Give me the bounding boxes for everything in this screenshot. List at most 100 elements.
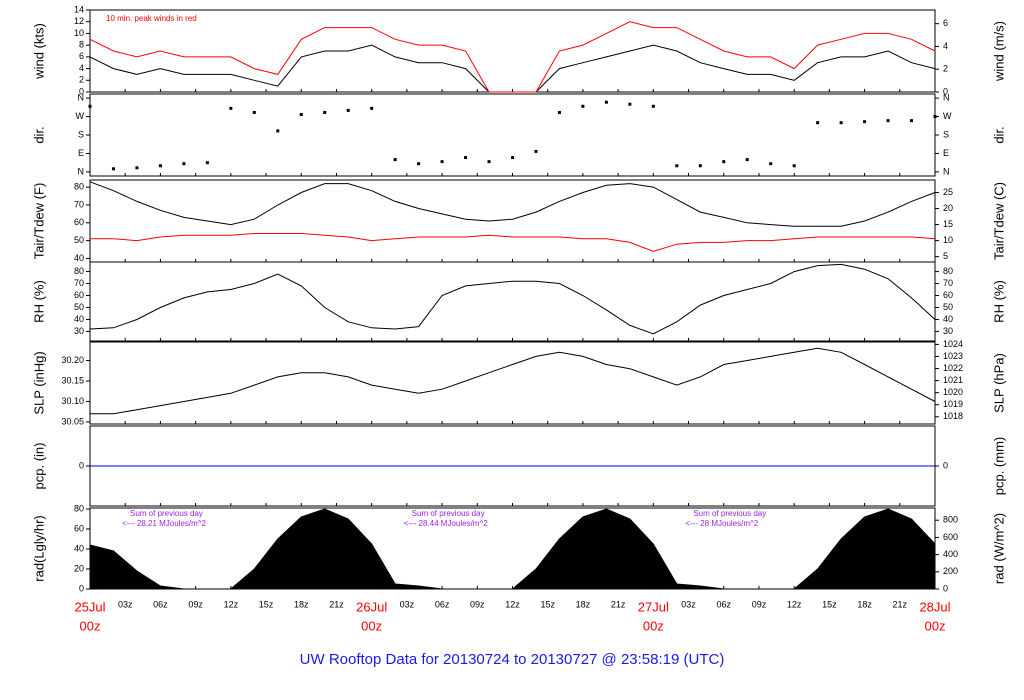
y2-tick-label: N [943,166,950,176]
footer-title: UW Rooftop Data for 20130724 to 20130727… [300,651,725,668]
y-tick-label: 40 [74,314,84,324]
direction-point [511,156,514,160]
y-tick-label: 30 [74,326,84,336]
y-tick-label: 0 [79,460,84,470]
y-tick-label: 14 [74,4,84,14]
y-tick-label: 80 [74,182,84,192]
series-area [89,508,936,590]
direction-point [604,100,608,104]
y-tick-label: 30.10 [61,396,84,406]
x-tick-label: 15z [540,599,555,609]
y-axis-label: wind (kts) [31,23,46,80]
y-tick-label: 30.15 [61,375,84,385]
y2-tick-label: 600 [943,532,958,542]
direction-point [299,113,303,116]
x-tick-label: 00z [643,618,664,633]
direction-point [135,166,139,170]
y-axis-label: RH (%) [31,280,46,323]
y-tick-label: 60 [74,523,84,533]
y2-tick-label: 1020 [943,387,963,397]
direction-point [417,162,421,166]
panel-frame [89,261,936,342]
y2-tick-label: 25 [943,187,953,197]
series-line [90,347,936,415]
x-tick-label: 06z [435,599,450,609]
direction-point [816,121,820,125]
y-tick-label: 6 [79,51,84,61]
y-tick-label: 30.05 [61,416,84,426]
y2-tick-label: 30 [943,326,953,336]
direction-point [698,164,702,168]
day-label: 25Jul [74,599,105,614]
x-tick-label: 06z [716,599,731,609]
daily-total-text: <--- 28.44 MJoules/m^2 [404,519,489,528]
y2-tick-label: 0 [943,86,948,96]
y2-tick-label: 1021 [943,375,963,385]
day-label: 28Jul [919,599,950,614]
y2-tick-label: 15 [943,219,953,229]
y-tick-label: 8 [79,40,84,50]
y-tick-label: 60 [74,290,84,300]
direction-point [370,106,374,110]
y-tick-label: N [78,166,85,176]
daily-total-text: <--- 28.21 MJoules/m^2 [122,519,207,528]
y2-tick-label: 400 [943,549,958,559]
y2-tick-label: 70 [943,278,953,288]
direction-point [276,129,280,133]
x-tick-label: 18z [576,599,591,609]
day-label: 26Jul [356,599,387,614]
y-tick-label: 50 [74,235,84,245]
series-line [89,263,936,335]
y2-axis-label: rad (W/m^2) [991,513,1006,584]
direction-point [792,164,796,168]
panel-frame [89,93,936,177]
daily-total-title: Sum of previous day [693,509,766,518]
direction-point [651,104,655,108]
y-tick-label: 80 [74,266,84,276]
direction-point [557,110,561,114]
series-line [89,181,936,227]
y-axis-label: SLP (inHg) [31,351,46,414]
y2-axis-label: pcp. (mm) [991,437,1006,496]
direction-point [769,162,773,166]
y-tick-label: 10 [74,28,84,38]
direction-point [745,158,749,162]
y-tick-label: E [78,148,84,158]
y-axis-label: Tair/Tdew (F) [31,183,46,260]
y-tick-label: 40 [74,543,84,553]
y2-axis-label: Tair/Tdew (C) [991,182,1006,260]
y-axis-label: rad(Lgly/hr) [31,515,46,581]
direction-point [628,102,632,106]
x-tick-label: 21z [329,599,344,609]
y2-tick-label: 60 [943,290,953,300]
x-tick-label: 18z [857,599,872,609]
y2-axis-label: SLP (hPa) [991,353,1006,413]
direction-point [464,156,468,160]
y-tick-label: N [78,92,85,102]
x-tick-label: 06z [153,599,168,609]
y2-tick-label: E [943,148,949,158]
day-label: 27Jul [638,599,669,614]
direction-point [487,160,491,164]
y-axis-label: dir. [31,126,46,143]
y2-tick-label: 2 [943,64,948,74]
x-tick-label: 12z [224,599,239,609]
y2-tick-label: 1022 [943,363,963,373]
y-tick-label: 12 [74,16,84,26]
x-tick-label: 09z [188,599,203,609]
y2-tick-label: W [943,111,952,121]
y-tick-label: 40 [74,253,84,263]
direction-point [910,119,914,123]
y2-tick-label: 5 [943,251,948,261]
x-tick-label: 15z [822,599,837,609]
direction-point [863,120,867,124]
x-tick-label: 00z [925,618,946,633]
series-line [89,21,936,93]
y2-axis-label: wind (m/s) [991,21,1006,82]
x-tick-label: 03z [681,599,696,609]
annotation: 10 min. peak winds in red [106,14,197,23]
x-tick-label: 21z [893,599,908,609]
y2-tick-label: 6 [943,18,948,28]
y2-tick-label: 0 [943,583,948,593]
